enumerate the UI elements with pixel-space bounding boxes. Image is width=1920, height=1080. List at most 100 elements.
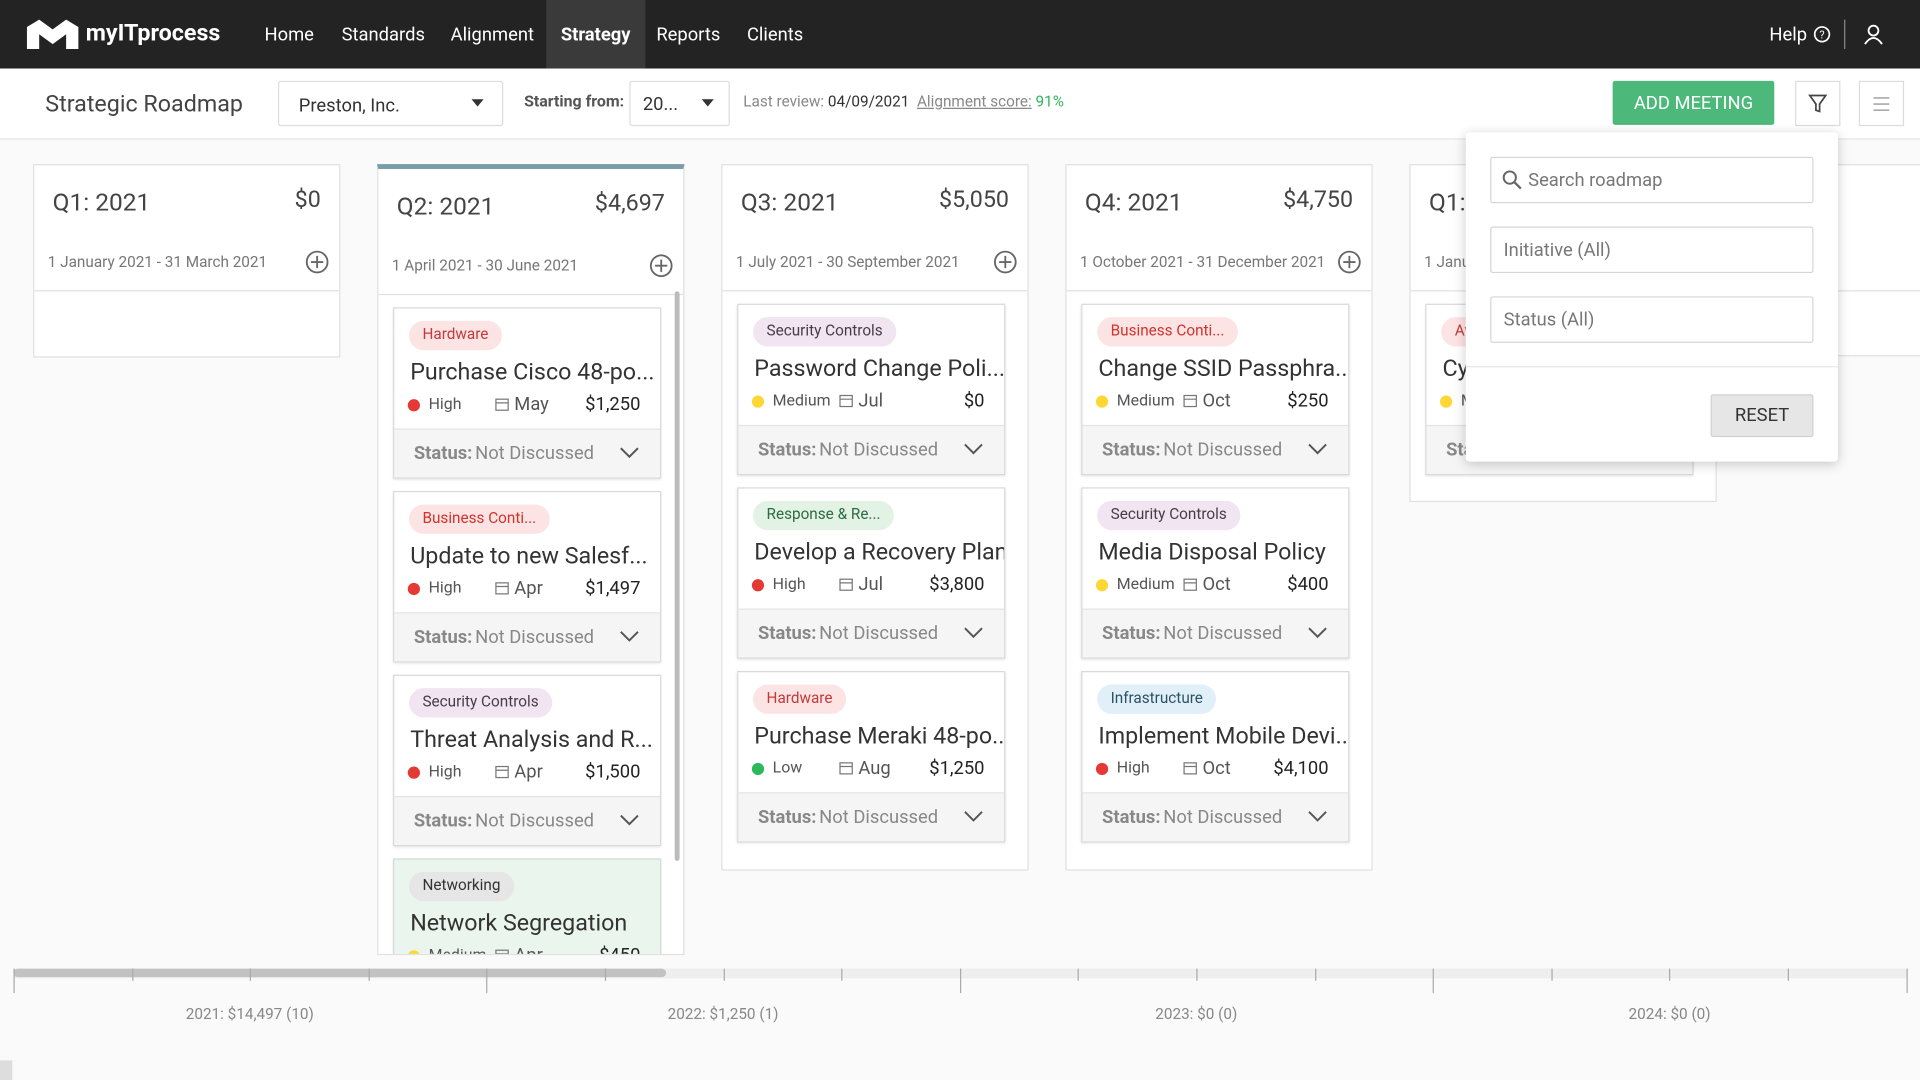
review-date: 04/09/2021	[827, 93, 910, 112]
initiative-card[interactable]: Business Conti... Change SSID Passphra...…	[1081, 303, 1350, 476]
quarter-column: Q4: 2021 $4,750 1 October 2021 - 31 Decemb…	[1065, 164, 1373, 871]
tag: Business Conti...	[408, 504, 550, 534]
help-icon[interactable]: ?	[1812, 24, 1832, 44]
year-summary: 2023: $0 (0)	[1155, 1005, 1238, 1024]
quarter-total: $5,050	[939, 184, 1009, 214]
help-link[interactable]: Help	[1769, 23, 1808, 46]
nav-item[interactable]: Reports	[656, 23, 721, 46]
initiative-card[interactable]: Hardware Purchase Cisco 48-po... High May $1…	[393, 307, 662, 479]
status-bar[interactable]: Status: Not Discussed	[1082, 424, 1349, 474]
status-bar[interactable]: Status: Not Discussed	[394, 428, 661, 478]
priority: High	[772, 575, 806, 594]
initiative-card[interactable]: Business Conti... Update to new Salesf...…	[393, 491, 662, 663]
cost: $1,497	[585, 576, 641, 599]
timeline-tick	[1787, 968, 1789, 981]
client-select[interactable]: Preston, Inc.	[277, 80, 504, 127]
priority: High	[1116, 759, 1150, 778]
card-title: Password Change Poli...	[754, 353, 1005, 383]
initiative-card[interactable]: Response & Re... Develop a Recovery Plan H…	[737, 487, 1006, 659]
cost: $4,100	[1273, 756, 1329, 779]
column-header: Q1: 2021 $0 1 January 2021 - 31 March 2021	[34, 165, 340, 292]
add-meeting-button[interactable]: ADD MEETING	[1612, 80, 1775, 125]
quarter-range: 1 April 2021 - 30 June 2021	[391, 257, 579, 276]
card-title: Purchase Cisco 48-po...	[410, 357, 655, 386]
card-title: Media Disposal Policy	[1098, 537, 1326, 566]
quarter-range: 1 Janu	[1424, 253, 1471, 272]
status-bar[interactable]: Status: Not Discussed	[738, 792, 1005, 842]
nav-item[interactable]: Home	[264, 23, 314, 46]
status-bar[interactable]: Status: Not Discussed	[738, 424, 1005, 474]
card-title: Purchase Meraki 48-po...	[754, 721, 1006, 750]
initiative-card[interactable]: Infrastructure Implement Mobile Devi... Hi…	[1081, 671, 1350, 843]
column-header: Q2: 2021 $4,697 1 April 2021 - 30 June 202…	[378, 169, 684, 296]
chevron	[620, 814, 639, 826]
priority: Medium	[772, 391, 831, 411]
timeline-tick	[1314, 968, 1316, 981]
status-value: Not Discussed	[819, 805, 939, 828]
page-title: Strategic Roadmap	[45, 89, 243, 118]
month: Jul	[858, 573, 884, 596]
cost: $250	[1287, 389, 1329, 412]
filter-icon	[1808, 94, 1828, 113]
quarter-name: Q2: 2021	[396, 191, 495, 221]
status-label: Status:	[413, 809, 473, 832]
status-bar[interactable]: Status: Not Discussed	[1082, 792, 1349, 842]
card-title: Threat Analysis and R...	[410, 724, 653, 754]
calendar-icon	[1183, 762, 1197, 775]
divider	[1465, 366, 1838, 368]
card-title: Network Segregation	[410, 908, 628, 937]
month: May	[514, 393, 549, 416]
nav-item[interactable]: Alignment	[450, 23, 534, 46]
user-icon[interactable]	[1861, 22, 1885, 46]
priority-dot	[1440, 395, 1453, 408]
priority-dot	[751, 762, 765, 776]
status-bar[interactable]: Status: Not Discussed	[1082, 608, 1349, 658]
nav-item[interactable]: Strategy	[546, 0, 646, 69]
timeline-tick	[486, 968, 488, 994]
calendar-icon	[839, 394, 853, 408]
tag: Business Conti...	[1097, 317, 1238, 347]
initiative-card[interactable]: Networking Network Segregation Medium Apr $4…	[393, 858, 662, 956]
alignment-link[interactable]: Alignment score:	[916, 93, 1032, 112]
start-select[interactable]: 20...	[629, 80, 730, 127]
calendar-icon	[495, 398, 509, 411]
status-label: Status:	[413, 442, 473, 465]
filter-button[interactable]	[1795, 80, 1841, 127]
quarter-name: Q4: 2021	[1084, 187, 1183, 217]
initiative-select[interactable]: Initiative (All)	[1490, 226, 1814, 274]
initiative-card[interactable]: Security Controls Threat Analysis and R..…	[393, 674, 662, 847]
status-value: Not Discussed	[819, 622, 939, 645]
card-title: Cy	[1442, 353, 1469, 383]
status-select[interactable]: Status (All)	[1490, 296, 1814, 343]
priority-dot	[1095, 762, 1109, 776]
review-label: Last review:	[743, 93, 825, 112]
status-label: Status:	[1102, 622, 1161, 645]
nav-item[interactable]: Clients	[746, 23, 804, 46]
initiative-card[interactable]: Security Controls Password Change Poli...…	[737, 303, 1006, 476]
status-bar[interactable]: Status: Not Discussed	[394, 795, 661, 845]
tag: Security Controls	[408, 688, 553, 718]
priority-dot	[751, 579, 765, 592]
cost: $450	[599, 944, 641, 956]
timeline-tick	[604, 968, 607, 981]
menu-button[interactable]	[1858, 80, 1905, 127]
tag: Security Controls	[1097, 500, 1241, 531]
add-icon	[649, 254, 673, 278]
status-bar[interactable]: Status: Not Discussed	[738, 608, 1005, 658]
tag: Security Controls	[753, 317, 897, 347]
nav-item[interactable]: Standards	[341, 23, 425, 46]
status-bar[interactable]: Status: Not Discussed	[394, 612, 661, 662]
reset-button[interactable]: RESET	[1710, 394, 1814, 438]
status-label: Status:	[757, 438, 817, 461]
initiative-card[interactable]: Security Controls Media Disposal Policy Me…	[1081, 487, 1350, 659]
menu-icon	[1873, 97, 1890, 112]
starting-label: Starting from:	[524, 93, 625, 112]
month: Apr	[514, 944, 543, 956]
cost: $1,250	[585, 393, 641, 416]
initiative-card[interactable]: Hardware Purchase Meraki 48-po... Low Aug $1…	[737, 671, 1006, 843]
priority: Medium	[1116, 391, 1175, 411]
search-input[interactable]: Search roadmap	[1490, 156, 1814, 204]
quarter-column: Q2: 2021 $4,697 1 April 2021 - 30 June 202…	[377, 164, 685, 956]
nav-bar: myITprocess Home Standards Alignment Strate…	[0, 0, 1920, 69]
